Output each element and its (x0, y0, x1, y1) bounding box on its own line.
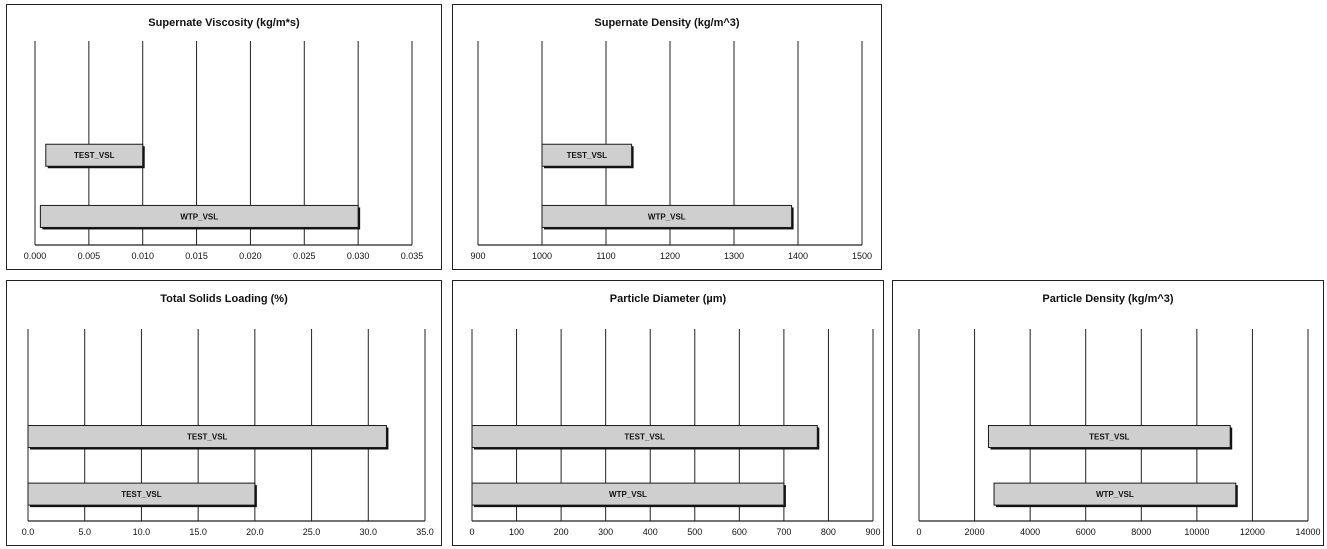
x-tick-label: 800 (821, 527, 836, 537)
bar-label: TEST_VSL (74, 151, 115, 160)
bar (27, 482, 256, 506)
x-tick-label: 30.0 (360, 527, 378, 537)
x-tick-label: 10000 (1184, 527, 1209, 537)
x-tick-label: 0.025 (293, 251, 316, 261)
chart-svg-supernate-viscosity: 0.000 0.005 0.010 0.015 0.020 0.025 0.030 0.035… (24, 41, 424, 261)
chart-panel-particle-density: Particle Density (kg/m^3) 0 2000 4000 6000 8… (892, 280, 1324, 546)
x-tick-label: 20.0 (246, 527, 264, 537)
chart-title: Supernate Density (kg/m^3) (594, 17, 740, 29)
x-tick-label: 400 (643, 527, 658, 537)
chart-svg-particle-density: 0 2000 4000 6000 8000 10000 12000 14000 TEST_VSL… (916, 329, 1321, 537)
chart-title: Particle Diameter (µm) (609, 293, 727, 305)
bar (471, 482, 785, 506)
x-tick-label: 1400 (788, 251, 808, 261)
x-tick-label: 0.000 (24, 251, 47, 261)
bar (993, 482, 1237, 506)
bar-label: WTP_VSL (648, 212, 686, 221)
x-tick-label: 700 (776, 527, 791, 537)
chart-svg-particle-diameter: 0 100 200 300 400 500 600 700 800 900 TEST_VSL WTP_… (469, 329, 881, 537)
bar (471, 425, 818, 449)
x-tick-label: 0.010 (131, 251, 154, 261)
x-tick-label: 0 (916, 527, 921, 537)
x-tick-label: 500 (687, 527, 702, 537)
bar-label: WTP_VSL (1096, 490, 1134, 499)
chart-panel-supernate-viscosity: Supernate Viscosity (kg/m*s) 0.000 0.005 0… (6, 4, 442, 270)
x-tick-label: 35.0 (416, 527, 434, 537)
x-tick-label: 12000 (1240, 527, 1265, 537)
x-tick-label: 2000 (965, 527, 985, 537)
chart-svg-total-solids-loading: 0.0 5.0 10.0 15.0 20.0 25.0 30.0 35.0 TEST_VSL TE… (22, 329, 434, 537)
x-tick-label: 1100 (596, 251, 615, 261)
bar (987, 425, 1231, 449)
x-tick-label: 900 (470, 251, 485, 261)
x-tick-label: 600 (732, 527, 747, 537)
x-tick-label: 0.0 (22, 527, 35, 537)
x-tick-label: 1000 (532, 251, 552, 261)
x-tick-label: 10.0 (133, 527, 151, 537)
x-tick-label: 1500 (852, 251, 872, 261)
bar (27, 425, 387, 449)
x-tick-label: 0.035 (401, 251, 424, 261)
bar (541, 143, 633, 167)
x-tick-label: 0 (469, 527, 474, 537)
bar-label: TEST_VSL (624, 433, 665, 442)
x-tick-label: 6000 (1076, 527, 1096, 537)
bar-label: TEST_VSL (567, 151, 608, 160)
bar-label: WTP_VSL (180, 212, 218, 221)
x-tick-label: 0.030 (347, 251, 370, 261)
bar (541, 204, 793, 228)
bar-label: TEST_VSL (121, 490, 162, 499)
chart-panel-particle-diameter: Particle Diameter (µm) 0 100 200 300 400 500 6… (452, 280, 884, 546)
chart-panel-total-solids-loading: Total Solids Loading (%) 0.0 5.0 10.0 15.0 2… (6, 280, 442, 546)
bar-label: TEST_VSL (187, 433, 228, 442)
x-tick-label: 25.0 (303, 527, 321, 537)
x-tick-label: 0.005 (78, 251, 101, 261)
x-tick-label: 1200 (660, 251, 680, 261)
x-tick-label: 14000 (1295, 527, 1320, 537)
x-tick-label: 900 (865, 527, 880, 537)
x-tick-label: 200 (554, 527, 569, 537)
chart-title: Total Solids Loading (%) (160, 293, 288, 305)
x-tick-label: 1300 (724, 251, 744, 261)
x-tick-label: 15.0 (189, 527, 207, 537)
chart-title: Supernate Viscosity (kg/m*s) (148, 17, 300, 29)
bar (45, 143, 144, 167)
x-tick-label: 8000 (1131, 527, 1151, 537)
chart-svg-supernate-density: 900 1000 1100 1200 1300 1400 1500 TEST_VSL WTP_V… (470, 41, 872, 261)
bar-label: TEST_VSL (1089, 433, 1130, 442)
x-tick-label: 4000 (1020, 527, 1040, 537)
bar-label: WTP_VSL (609, 490, 647, 499)
chart-panel-supernate-density: Supernate Density (kg/m^3) 900 1000 1100 12… (452, 4, 882, 270)
bar (39, 204, 359, 228)
chart-title: Particle Density (kg/m^3) (1042, 293, 1174, 305)
x-tick-label: 300 (598, 527, 613, 537)
x-tick-label: 100 (509, 527, 524, 537)
x-tick-label: 0.020 (239, 251, 262, 261)
x-tick-label: 0.015 (185, 251, 208, 261)
x-tick-label: 5.0 (78, 527, 91, 537)
